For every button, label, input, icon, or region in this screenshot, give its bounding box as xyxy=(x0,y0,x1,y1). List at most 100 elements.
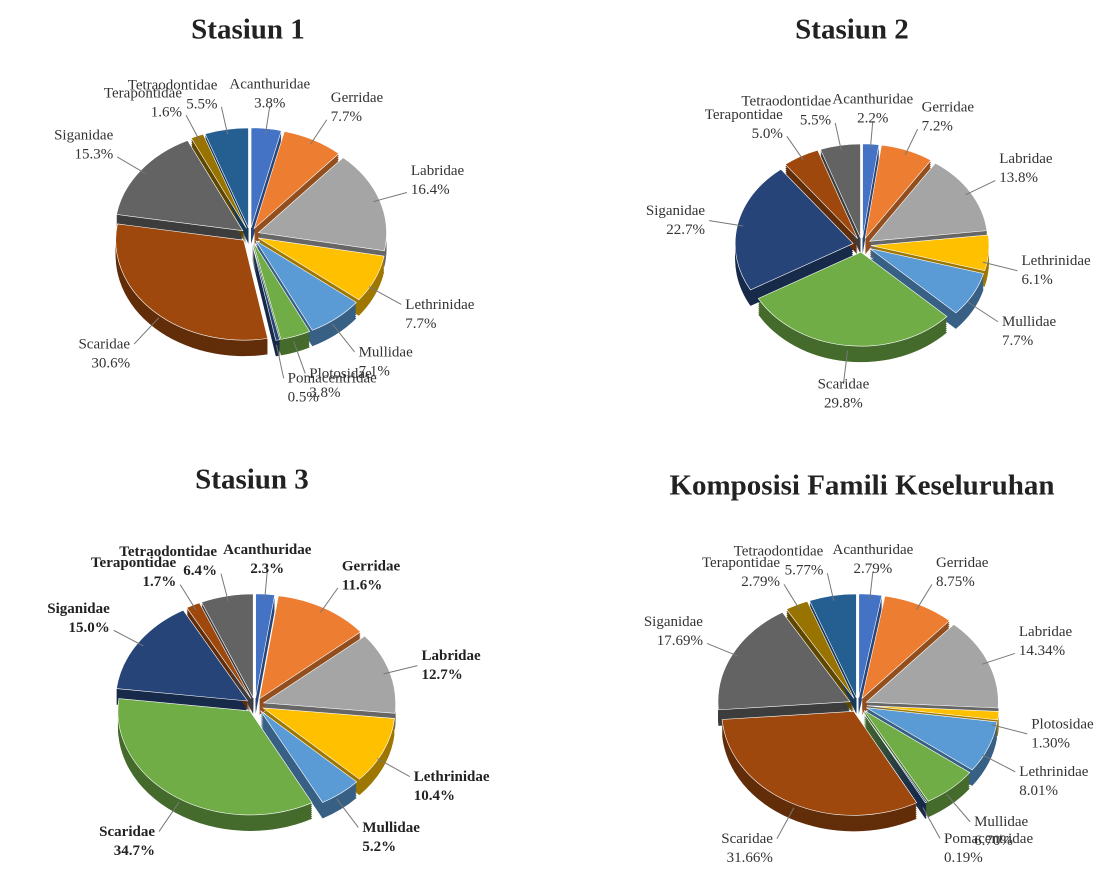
category-label: Siganidae xyxy=(644,614,703,630)
value-label: 31.66% xyxy=(727,850,773,866)
chart-title: Komposisi Famili Keseluruhan xyxy=(669,470,1054,502)
value-label: 6.4% xyxy=(183,563,217,579)
category-label: Mullidae xyxy=(359,344,413,360)
category-label: Gerridae xyxy=(936,555,989,571)
leader-line xyxy=(220,573,229,602)
leader-line xyxy=(965,180,996,196)
slice xyxy=(252,241,311,340)
category-label: Lethrinidae xyxy=(1019,764,1088,780)
leader-line xyxy=(922,807,941,839)
slice-side xyxy=(862,717,927,809)
slice xyxy=(862,711,928,804)
leader-line xyxy=(383,665,418,675)
category-label: Gerridae xyxy=(331,90,384,106)
pie-panel: Komposisi Famili Keseluruhan Acanthuridae… xyxy=(644,470,1094,867)
value-label: 14.34% xyxy=(1019,643,1065,659)
category-label: Siganidae xyxy=(47,601,110,617)
leader-line xyxy=(783,584,800,610)
category-label: Tetraodontidae xyxy=(128,77,218,93)
value-label: 6.1% xyxy=(1022,272,1053,288)
slice xyxy=(721,711,918,816)
category-label: Tetraodontidae xyxy=(734,544,824,560)
category-label: Pomacentridae xyxy=(288,371,377,387)
leader-line xyxy=(179,584,197,611)
leader-line xyxy=(826,573,835,601)
leader-line xyxy=(116,156,146,175)
category-label: Plotosidae xyxy=(309,366,372,382)
category-label: Gerridae xyxy=(922,100,975,116)
value-label: 5.2% xyxy=(362,839,396,855)
leader-line xyxy=(292,340,306,374)
leader-line xyxy=(967,301,999,323)
value-label: 2.3% xyxy=(250,561,284,577)
category-label: Siganidae xyxy=(646,203,705,219)
leader-line xyxy=(320,587,339,613)
leader-line xyxy=(991,724,1028,735)
leader-line xyxy=(708,220,744,227)
value-label: 7.2% xyxy=(922,119,953,135)
leader-line xyxy=(133,317,160,345)
leader-line xyxy=(916,584,933,610)
leader-line xyxy=(981,652,1016,665)
category-label: Siganidae xyxy=(54,127,113,143)
slice xyxy=(117,698,313,816)
slice-side xyxy=(862,715,927,807)
value-label: 3.8% xyxy=(309,385,340,401)
slice-side xyxy=(862,719,927,811)
leader-line xyxy=(158,801,180,832)
value-label: 2.2% xyxy=(857,111,888,127)
slice xyxy=(863,710,971,802)
leader-line xyxy=(373,192,408,203)
category-label: Terapontidae xyxy=(91,555,177,571)
value-label: 15.3% xyxy=(75,146,114,162)
slice xyxy=(757,251,948,347)
leader-line xyxy=(113,629,144,647)
leader-line xyxy=(786,136,805,161)
value-label: 30.6% xyxy=(91,356,130,372)
chart-title: Stasiun 2 xyxy=(795,14,909,46)
value-label: 11.6% xyxy=(342,577,382,593)
value-label: 29.8% xyxy=(824,396,863,412)
value-label: 16.4% xyxy=(411,182,450,198)
leader-line xyxy=(904,128,919,156)
leader-line xyxy=(331,323,355,353)
slice xyxy=(258,237,385,301)
category-label: Acanthuridae xyxy=(223,542,312,558)
value-label: 1.6% xyxy=(151,104,182,120)
value-label: 5.0% xyxy=(752,126,783,142)
value-label: 13.8% xyxy=(999,170,1038,186)
category-label: Mullidae xyxy=(974,814,1028,830)
slice xyxy=(866,705,1000,721)
slice xyxy=(262,707,395,780)
category-label: Labridae xyxy=(421,648,481,664)
chart-title: Stasiun 1 xyxy=(191,14,305,46)
value-label: 3.8% xyxy=(254,95,285,111)
category-label: Labridae xyxy=(1019,624,1073,640)
leader-line xyxy=(220,106,229,135)
leader-line xyxy=(869,571,874,600)
leader-line xyxy=(982,261,1018,272)
slice xyxy=(870,234,990,272)
category-label: Tetraodontidae xyxy=(741,93,831,109)
category-label: Acanthuridae xyxy=(832,92,913,108)
value-label: 2.79% xyxy=(741,574,780,590)
value-label: 7.7% xyxy=(331,109,362,125)
category-label: Lethrinidae xyxy=(414,769,490,785)
slice-side xyxy=(862,721,927,813)
slice xyxy=(866,707,998,771)
category-label: Labridae xyxy=(411,163,465,179)
leader-line xyxy=(834,122,842,151)
category-label: Scaridae xyxy=(78,337,130,353)
category-label: Acanthuridae xyxy=(832,542,913,558)
value-label: 0.19% xyxy=(944,850,983,866)
value-label: 7.7% xyxy=(405,316,436,332)
value-label: 17.69% xyxy=(657,633,703,649)
category-label: Scaridae xyxy=(99,824,155,840)
value-label: 2.79% xyxy=(854,561,893,577)
value-label: 22.7% xyxy=(666,222,705,238)
leader-line xyxy=(946,793,971,823)
leader-line xyxy=(776,807,795,840)
value-label: 1.30% xyxy=(1031,735,1070,751)
value-label: 5.77% xyxy=(785,563,824,579)
